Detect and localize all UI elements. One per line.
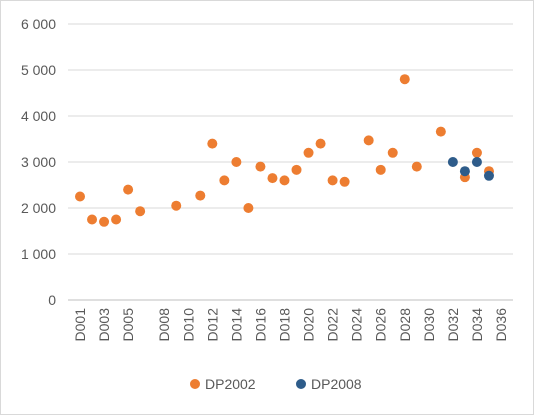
x-tick-label: D022 — [325, 308, 341, 342]
data-point-dp2002 — [279, 175, 290, 186]
x-tick-label: D032 — [445, 308, 461, 342]
x-tick-label: D024 — [349, 308, 365, 342]
data-point-dp2002 — [339, 176, 350, 187]
data-point-dp2008 — [459, 166, 470, 177]
y-tick-label: 0 — [48, 292, 56, 308]
data-point-dp2002 — [315, 138, 326, 149]
data-point-dp2002 — [87, 214, 98, 225]
legend-label: DP2008 — [311, 376, 362, 392]
data-point-dp2002 — [231, 157, 242, 167]
data-point-dp2002 — [267, 173, 278, 184]
data-point-dp2002 — [387, 147, 398, 158]
data-point-dp2008 — [471, 157, 482, 167]
x-tick-label: D014 — [228, 308, 244, 342]
y-axis-tick-labels: 0 1 000 2 000 3 000 4 000 5 000 6 000 — [21, 16, 56, 308]
x-tick-label: D001 — [72, 308, 88, 342]
x-tick-label: D036 — [493, 308, 509, 342]
x-tick-label: D016 — [252, 308, 268, 342]
data-point-dp2002 — [435, 126, 446, 137]
x-axis-tick-labels: D001 D003 D005 D008 D010 D012 D014 D016 D018 D020… — [72, 308, 509, 342]
data-point-dp2002 — [291, 164, 302, 175]
data-point-dp2002 — [363, 135, 374, 146]
x-tick-label: D026 — [373, 308, 389, 342]
x-tick-label: D012 — [204, 308, 220, 342]
data-point-dp2002 — [399, 74, 410, 85]
data-point-dp2002 — [243, 203, 254, 213]
y-tick-label: 2 000 — [21, 200, 56, 216]
data-point-dp2002 — [219, 175, 230, 186]
gridlines — [68, 23, 513, 301]
data-point-dp2002 — [123, 184, 134, 195]
data-point-dp2002 — [303, 147, 314, 158]
y-tick-label: 5 000 — [21, 62, 56, 78]
data-point-dp2002 — [99, 216, 110, 227]
data-point-dp2008 — [447, 157, 458, 167]
x-tick-label: D020 — [301, 308, 317, 342]
legend: DP2002 DP2008 — [190, 376, 362, 392]
data-point-dp2008 — [483, 170, 494, 181]
x-tick-label: D010 — [180, 308, 196, 342]
legend-marker — [190, 379, 200, 389]
data-point-dp2002 — [411, 161, 422, 172]
data-point-dp2002 — [471, 147, 482, 158]
x-tick-label: D028 — [397, 308, 413, 342]
data-point-dp2002 — [171, 200, 182, 211]
y-tick-label: 4 000 — [21, 108, 56, 124]
data-point-dp2002 — [195, 190, 206, 201]
x-tick-label: D008 — [156, 308, 172, 342]
x-tick-label: D030 — [421, 308, 437, 342]
legend-marker — [296, 379, 306, 389]
data-point-dp2002 — [135, 206, 146, 217]
data-point-dp2002 — [75, 191, 85, 202]
y-tick-label: 3 000 — [21, 154, 56, 170]
data-point-dp2002 — [111, 214, 122, 225]
data-point-dp2002 — [327, 175, 338, 186]
data-point-dp2002 — [255, 161, 266, 172]
y-tick-label: 1 000 — [21, 246, 56, 262]
data-point-dp2002 — [375, 164, 386, 175]
x-tick-label: D005 — [120, 308, 136, 342]
data-points — [75, 74, 494, 227]
x-tick-label: D034 — [469, 308, 485, 342]
x-tick-label: D003 — [96, 308, 112, 342]
y-tick-label: 6 000 — [21, 16, 56, 32]
data-point-dp2002 — [207, 138, 218, 149]
legend-label: DP2002 — [205, 376, 256, 392]
x-tick-label: D018 — [276, 308, 292, 342]
